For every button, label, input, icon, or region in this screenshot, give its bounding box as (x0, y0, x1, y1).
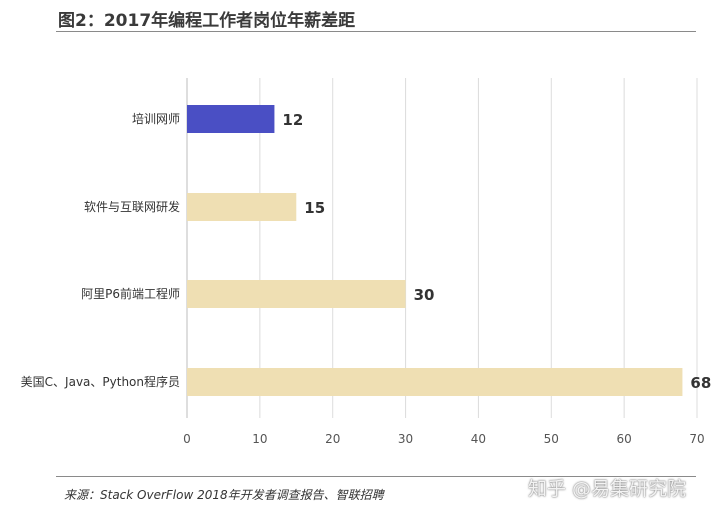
watermark: 知乎 @易集研究院 (528, 478, 687, 500)
bar (187, 280, 406, 308)
data-label: 30 (414, 286, 435, 304)
x-tick-label: 60 (617, 432, 632, 446)
source-note: 来源：Stack OverFlow 2018年开发者调查报告、智联招聘 (64, 488, 384, 502)
data-labels: 12 15 30 68 (282, 111, 711, 392)
title-divider (56, 31, 696, 32)
x-tick-label: 10 (252, 432, 267, 446)
bars (187, 105, 683, 396)
x-tick-label: 30 (398, 432, 413, 446)
category-label: 软件与互联网研发 (84, 199, 180, 214)
category-label: 美国C、Java、Python程序员 (21, 374, 180, 389)
x-tick-label: 50 (544, 432, 559, 446)
bar (187, 105, 275, 133)
bar (187, 193, 297, 221)
data-label: 12 (282, 111, 303, 129)
x-tick-labels: 0 10 20 30 40 50 60 70 (183, 432, 704, 446)
data-label: 68 (690, 374, 711, 392)
bar (187, 368, 683, 396)
source-divider (56, 476, 696, 477)
x-tick-label: 70 (689, 432, 704, 446)
x-tick-label: 20 (325, 432, 340, 446)
data-label: 15 (304, 199, 325, 217)
x-tick-label: 0 (183, 432, 191, 446)
chart-title: 图2：2017年编程工作者岗位年薪差距 (58, 11, 356, 31)
x-tick-label: 40 (471, 432, 486, 446)
category-label: 阿里P6前端工程师 (81, 286, 180, 301)
category-label: 培训网师 (132, 111, 180, 126)
gridlines (186, 78, 698, 418)
